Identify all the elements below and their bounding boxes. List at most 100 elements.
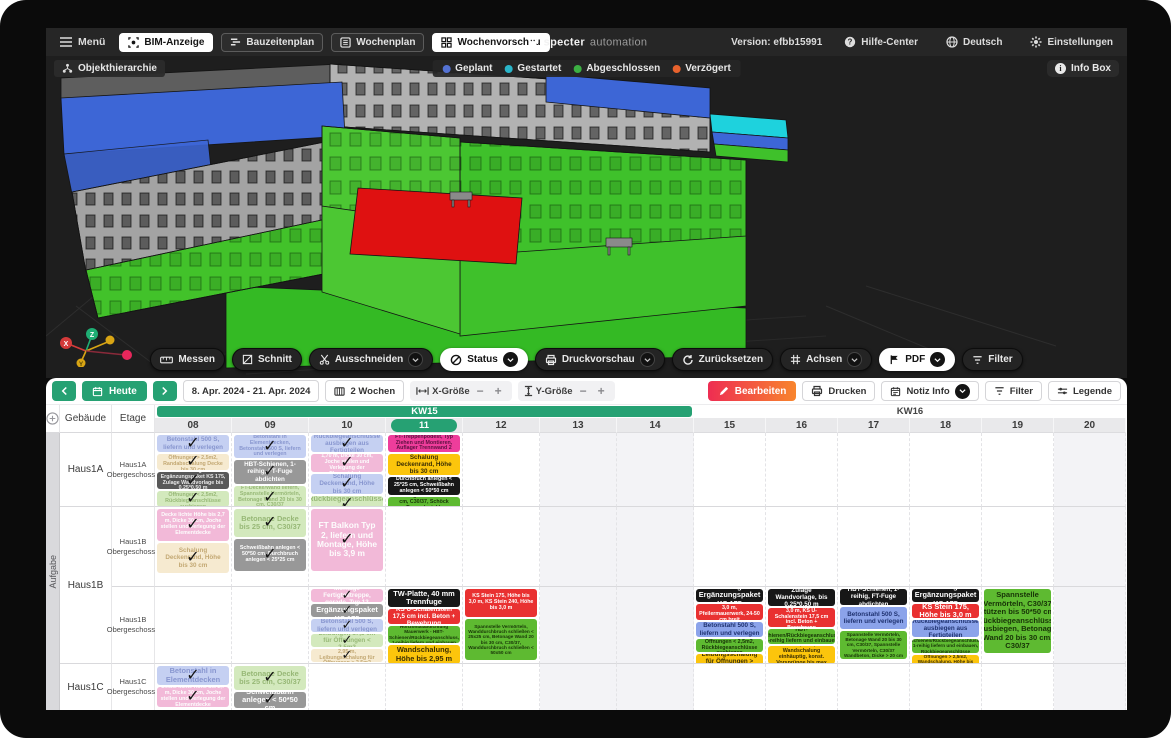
day-cell[interactable]: Betonage Decke bis 25 cm, C30/37✓ Schweiß…: [232, 507, 309, 587]
add-row-button[interactable]: [46, 405, 60, 433]
task-card[interactable]: KS Stein 240, Höhe bis 3,0 m, KS U-Schal…: [768, 608, 835, 627]
day-cell[interactable]: [838, 507, 910, 587]
day-header-15[interactable]: 15: [694, 418, 766, 433]
y-size-decrease-button[interactable]: −: [576, 383, 591, 399]
task-card[interactable]: Wandschalung, Höhe bis 2,95 m, Leibungss…: [311, 649, 383, 662]
day-cell[interactable]: [232, 587, 309, 664]
day-header-12[interactable]: 12: [463, 418, 540, 433]
task-card[interactable]: Rückbiegeanschlüsse ausbiegen aus Fertig…: [912, 620, 979, 637]
task-card[interactable]: FT Balkon Typ 2, liefern und Montage, Hö…: [311, 509, 383, 571]
day-cell[interactable]: [540, 433, 617, 507]
day-header-13[interactable]: 13: [540, 418, 617, 433]
task-card[interactable]: Horizontalabdichtung Mauerwerk - HBT-Sch…: [388, 626, 460, 643]
task-card[interactable]: Betonstahl in Elementdecken ✓: [157, 666, 229, 685]
day-cell[interactable]: KS Stein 175, Höhe bis 3,0 m, KS Stein 2…: [463, 587, 540, 664]
day-cell[interactable]: [694, 507, 766, 587]
day-cell[interactable]: [694, 664, 766, 710]
task-card[interactable]: Betonstahl 500 S, liefern und verlegen ✓: [157, 435, 229, 452]
task-card[interactable]: Leibungsschalung für Öffnungen > 2,5m2, …: [157, 454, 229, 470]
day-cell[interactable]: Betonage Decke bis 25 cm, C30/37✓ Schweiß…: [232, 664, 309, 710]
visibility-toggle[interactable]: [639, 352, 655, 367]
day-cell[interactable]: [463, 664, 540, 710]
object-hierarchy-button[interactable]: Objekthierarchie: [54, 60, 165, 77]
task-card[interactable]: Leibungen 17,5 cm für Öffnungen < 2,5m2,…: [696, 639, 763, 652]
note-info-toggle[interactable]: [954, 383, 970, 399]
day-cell[interactable]: [766, 433, 838, 507]
day-cell[interactable]: [617, 587, 694, 664]
day-cell[interactable]: TW-Platte, 40 mm Trennfuge KS U-Schalenst…: [386, 587, 463, 664]
task-card[interactable]: Montage Fertigteiltreppe, gerade, Typ 13…: [311, 589, 383, 602]
viewport-tool-filter[interactable]: Filter: [962, 348, 1023, 371]
day-cell[interactable]: [540, 587, 617, 664]
day-header-17[interactable]: 17: [838, 418, 910, 433]
task-card[interactable]: Betonstahl in Elementdecken, Betonstahl …: [234, 435, 306, 458]
day-cell[interactable]: Rückbiegeanschlüsse ausbiegen aus Fertig…: [309, 433, 386, 507]
task-card[interactable]: Schalung Deckenrand, Höhe bis 30 cm ✓: [157, 543, 229, 573]
day-cell[interactable]: [910, 507, 982, 587]
day-header-09[interactable]: 09: [232, 418, 309, 433]
day-cell[interactable]: [1054, 587, 1126, 664]
task-card[interactable]: KS Stein 175, Höhe bis 3,0 m, Pfeilermau…: [696, 604, 763, 620]
day-header-20[interactable]: 20: [1054, 418, 1126, 433]
day-cell[interactable]: [838, 433, 910, 507]
day-header-08[interactable]: 08: [155, 418, 232, 433]
task-card[interactable]: Spannstelle Vermörteln, Wanddurchbruch s…: [465, 619, 537, 660]
topbar-deutsch-button[interactable]: Deutsch: [940, 35, 1008, 49]
day-cell[interactable]: Betonstahl 500 S, liefern und verlegen✓ L…: [155, 433, 232, 507]
task-card[interactable]: Betonstahl 500 S, liefern und verlegen: [696, 622, 763, 637]
task-card[interactable]: Wandschalung, Höhe bis 2,95 m: [388, 645, 460, 663]
task-card[interactable]: Betonstahl 500 S, liefern und verlegen: [840, 607, 907, 629]
legend-button[interactable]: Legende: [1047, 381, 1121, 401]
day-cell[interactable]: [1054, 433, 1126, 507]
day-cell[interactable]: [540, 507, 617, 587]
day-cell[interactable]: [617, 433, 694, 507]
prev-week-button[interactable]: [52, 381, 76, 401]
task-card[interactable]: KS Stein 175, Höhe bis 3,0 m: [912, 604, 979, 618]
x-size-decrease-button[interactable]: −: [473, 383, 488, 399]
task-card[interactable]: Betonstahl 500 S, liefern und verlegen ✓: [311, 619, 383, 632]
tab-wochenplan[interactable]: Wochenplan: [331, 32, 425, 52]
task-card[interactable]: Leistungs-Ergänzungspaket KS 175✓: [311, 604, 383, 617]
task-card[interactable]: Betonage Decke bis 25 cm, C30/37, Schöck…: [388, 497, 460, 506]
day-cell[interactable]: Spannstelle Vermörteln, C30/37 Stützen b…: [982, 587, 1054, 664]
day-cell[interactable]: FT Balkon Typ 2, liefern und Montage, Hö…: [309, 507, 386, 587]
day-cell[interactable]: Leistungs-Ergänzungspaket KS 175 KS Stein…: [910, 587, 982, 664]
task-card[interactable]: Leibungsschalung für Öffnungen > 3,5m2: [696, 654, 763, 663]
task-card[interactable]: Schweißbahn anlegen < 50*50 cm, Durchbru…: [234, 539, 306, 571]
viewport-tool-schnitt[interactable]: Schnitt: [232, 348, 302, 371]
bim-viewport[interactable]: Objekthierarchie Geplant Gestartet Abgesch…: [46, 56, 1127, 378]
day-cell[interactable]: [982, 507, 1054, 587]
visibility-toggle[interactable]: [930, 352, 946, 367]
today-button[interactable]: Heute: [82, 381, 147, 401]
task-card[interactable]: Betonage Decke bis 25 cm, C30/37 ✓: [234, 666, 306, 690]
day-cell[interactable]: Betonstahl in Elementdecken ✓ Decke lichte…: [155, 664, 232, 710]
day-cell[interactable]: [617, 664, 694, 710]
task-card[interactable]: Spannstelle Vermörteln, Betonage Wand 20…: [840, 631, 907, 659]
task-card[interactable]: Leistungs-Ergänzungspaket KS 175: [912, 589, 979, 602]
x-size-increase-button[interactable]: +: [491, 383, 506, 399]
y-size-increase-button[interactable]: +: [594, 383, 609, 399]
task-card[interactable]: Leistungs-Ergänzungspaket KS 175, Zulage…: [157, 472, 229, 489]
task-card[interactable]: HBT-Schienen, 1-reihig, FT-Fuge abdichte…: [840, 589, 907, 605]
task-card[interactable]: Betonage Decke bis 25 cm, C30/37 ✓: [234, 509, 306, 537]
filter-button[interactable]: Filter: [984, 381, 1042, 401]
task-card[interactable]: Schweißbahn anlegen < 50*50 cm✓: [234, 692, 306, 708]
day-cell[interactable]: Leistungs-Ergänzungspaket KS 175 KS Stein…: [694, 587, 766, 664]
day-header-16[interactable]: 16: [766, 418, 838, 433]
week-header-kw16[interactable]: KW16: [694, 405, 1126, 418]
range-weeks-button[interactable]: 2 Wochen: [325, 380, 405, 402]
edit-button[interactable]: Bearbeiten: [707, 381, 797, 401]
date-range-display[interactable]: 8. Apr. 2024 - 21. Apr. 2024: [182, 380, 320, 402]
topbar-einstellungen-button[interactable]: Einstellungen: [1024, 35, 1119, 49]
day-cell[interactable]: [694, 433, 766, 507]
day-cell[interactable]: [910, 433, 982, 507]
topbar-hilfe-center-button[interactable]: ? Hilfe-Center: [838, 35, 924, 49]
viewport-tool-pdf[interactable]: PDF: [879, 348, 956, 371]
task-card[interactable]: HBT-Schienen/Rückbiegeanschluss, 1-reihi…: [912, 639, 979, 653]
day-cell[interactable]: FT-Treppenpodest, Typ Ziehen und Montier…: [386, 433, 463, 507]
tab-bim-anzeige[interactable]: BIM-Anzeige: [119, 32, 214, 52]
task-card[interactable]: HBT-Schienen/Rückbiegeanschluss, 1-reihi…: [768, 629, 835, 644]
task-card[interactable]: Decke lichte Höhe bis 1,70 m, Dicke 30 c…: [311, 454, 383, 472]
day-cell[interactable]: [766, 507, 838, 587]
day-header-10[interactable]: 10: [309, 418, 386, 433]
